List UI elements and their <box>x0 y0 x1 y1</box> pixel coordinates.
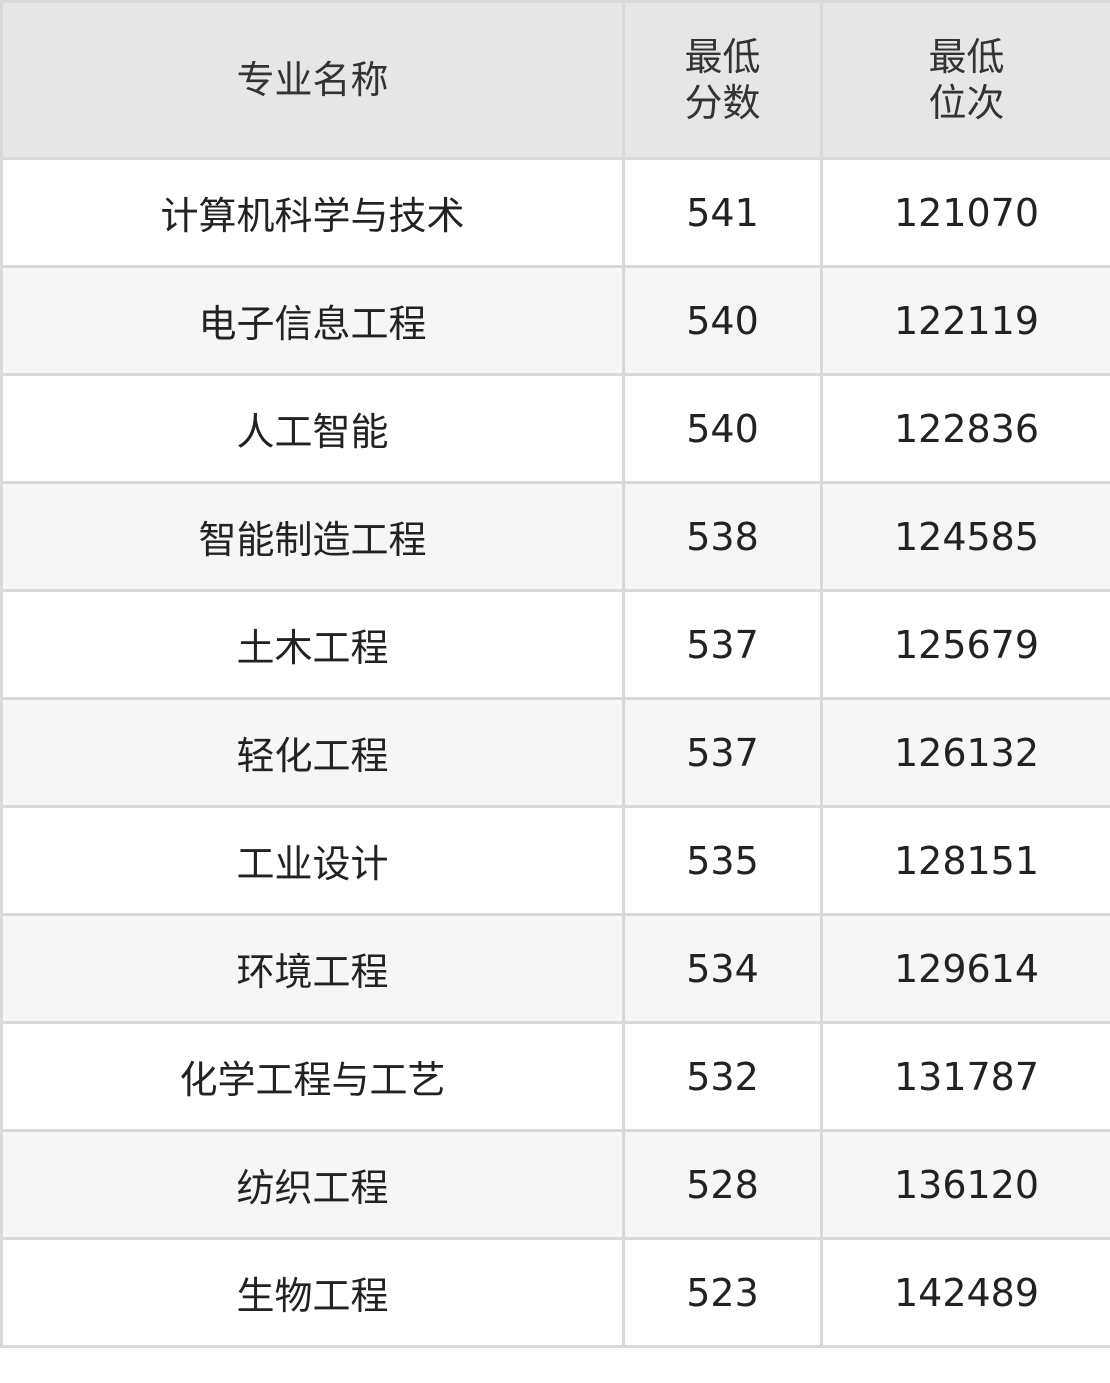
min-score-cell: 537 <box>622 697 823 808</box>
table-row: 环境工程 534 129614 <box>0 913 1110 1024</box>
major-cell: 人工智能 <box>0 373 625 484</box>
min-rank-cell: 124585 <box>820 481 1110 592</box>
min-score-cell: 540 <box>622 373 823 484</box>
header-min-score: 最低 分数 <box>622 0 823 160</box>
min-rank-cell: 125679 <box>820 589 1110 700</box>
table-row: 土木工程 537 125679 <box>0 589 1110 700</box>
table-row: 人工智能 540 122836 <box>0 373 1110 484</box>
min-score-cell: 535 <box>622 805 823 916</box>
min-rank-cell: 142489 <box>820 1237 1110 1348</box>
table-row: 轻化工程 537 126132 <box>0 697 1110 808</box>
header-min-rank-line2: 位次 <box>928 81 1005 125</box>
major-cell: 工业设计 <box>0 805 625 916</box>
table-row: 计算机科学与技术 541 121070 <box>0 157 1110 268</box>
header-min-rank-line1: 最低 <box>928 35 1005 79</box>
header-min-score-line2: 分数 <box>684 81 761 125</box>
min-score-cell: 523 <box>622 1237 823 1348</box>
table-row: 智能制造工程 538 124585 <box>0 481 1110 592</box>
table-row: 生物工程 523 142489 <box>0 1237 1110 1348</box>
table-row: 工业设计 535 128151 <box>0 805 1110 916</box>
min-score-cell: 540 <box>622 265 823 376</box>
header-major: 专业名称 <box>0 0 625 160</box>
header-min-rank: 最低 位次 <box>820 0 1110 160</box>
min-rank-cell: 136120 <box>820 1129 1110 1240</box>
major-cell: 计算机科学与技术 <box>0 157 625 268</box>
major-cell: 环境工程 <box>0 913 625 1024</box>
min-rank-cell: 131787 <box>820 1021 1110 1132</box>
admission-score-table: 专业名称 最低 分数 最低 位次 计算机科学与技术 541 121070 电子信息工程 54… <box>0 0 1110 1348</box>
min-score-cell: 534 <box>622 913 823 1024</box>
header-min-score-line1: 最低 <box>684 35 761 79</box>
min-rank-cell: 122836 <box>820 373 1110 484</box>
min-score-cell: 541 <box>622 157 823 268</box>
min-score-cell: 528 <box>622 1129 823 1240</box>
min-rank-cell: 128151 <box>820 805 1110 916</box>
major-cell: 生物工程 <box>0 1237 625 1348</box>
min-rank-cell: 129614 <box>820 913 1110 1024</box>
major-cell: 纺织工程 <box>0 1129 625 1240</box>
major-cell: 智能制造工程 <box>0 481 625 592</box>
major-cell: 土木工程 <box>0 589 625 700</box>
major-cell: 轻化工程 <box>0 697 625 808</box>
header-major-text: 专业名称 <box>236 58 389 102</box>
min-score-cell: 537 <box>622 589 823 700</box>
major-cell: 化学工程与工艺 <box>0 1021 625 1132</box>
min-score-cell: 532 <box>622 1021 823 1132</box>
table-row: 化学工程与工艺 532 131787 <box>0 1021 1110 1132</box>
min-rank-cell: 122119 <box>820 265 1110 376</box>
min-rank-cell: 121070 <box>820 157 1110 268</box>
min-score-cell: 538 <box>622 481 823 592</box>
table-row: 纺织工程 528 136120 <box>0 1129 1110 1240</box>
table-row: 电子信息工程 540 122119 <box>0 265 1110 376</box>
header-row: 专业名称 最低 分数 最低 位次 <box>0 0 1110 160</box>
major-cell: 电子信息工程 <box>0 265 625 376</box>
min-rank-cell: 126132 <box>820 697 1110 808</box>
